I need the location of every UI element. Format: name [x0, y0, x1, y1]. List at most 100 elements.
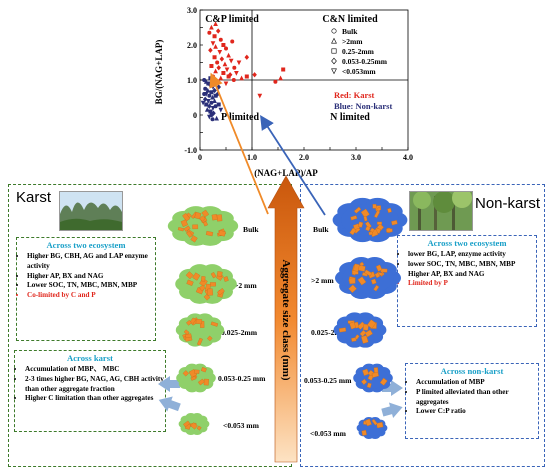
across-nonkarst-title: Across non-karst: [440, 366, 504, 376]
data-point: [207, 93, 212, 98]
data-point: [208, 76, 213, 81]
data-point: [231, 78, 236, 83]
data-point: [204, 107, 210, 112]
data-point: [221, 42, 226, 47]
nonkarst-two-ecosystem-title: Across two ecosystem: [427, 238, 507, 248]
y-tick-label: 0: [193, 111, 197, 120]
karst-panel: Karst Across two ecosystem Higher BG, CB…: [8, 184, 292, 467]
data-point: [209, 24, 214, 30]
data-point: [278, 75, 283, 81]
x-tick-label: 2.0: [299, 153, 309, 162]
legend-label: >2mm: [342, 37, 363, 46]
quadrant-label-top-left: C&P limited: [205, 14, 259, 25]
nonkarst-two-item: Limited by P: [408, 279, 536, 289]
data-point: [205, 99, 211, 104]
data-point: [213, 68, 218, 74]
across-karst-title: Across karst: [67, 353, 113, 363]
karst-two-ecosystem-box: Across two ecosystem Higher BG, CBH, AG …: [16, 237, 156, 341]
data-point: [273, 79, 278, 84]
across-karst-box: Across karst Accumulation of MBP、 MBC 2-…: [14, 350, 166, 432]
legend-symbol: [331, 28, 337, 34]
legend-label: Bulk: [342, 27, 358, 36]
nonkarst-size-025mm: 0.025-2mm: [311, 328, 348, 337]
karst-title: Karst: [16, 189, 52, 206]
data-point: [215, 60, 220, 65]
data-point: [239, 75, 244, 81]
data-point: [230, 39, 235, 44]
quadrant-label-bottom-right: N limited: [330, 112, 370, 123]
data-point: [252, 72, 257, 78]
x-tick-label: 1.0: [247, 153, 257, 162]
data-point: [244, 54, 250, 60]
across-nonkarst-item: Lower C:P ratio: [416, 407, 538, 417]
data-point: [209, 113, 214, 118]
karst-two-item: Higher AP, BX and NAG: [27, 272, 155, 282]
y-tick-label: 2.0: [187, 41, 197, 50]
data-point: [224, 67, 230, 73]
data-point: [212, 34, 217, 39]
data-point: [207, 30, 212, 35]
data-point: [212, 55, 217, 60]
data-point: [204, 102, 209, 107]
across-karst-item: 2-3 times higher BG, NAG, AG, CBH activi…: [25, 375, 165, 395]
data-point: [218, 75, 224, 81]
legend-symbol: [331, 57, 337, 65]
x-axis-label: (NAG+LAP)/AP: [254, 168, 318, 178]
karst-two-item: Lower SOC, TN, MBC, MBN, MBP: [27, 281, 155, 291]
nonkarst-size-0053mm: 0.053-0.25 mm: [304, 376, 352, 385]
data-point: [215, 28, 221, 34]
karst-size-2mm: >2 mm: [234, 281, 257, 290]
x-tick-label: 4.0: [403, 153, 413, 162]
data-point: [217, 50, 223, 55]
data-point: [219, 56, 225, 62]
data-point: [226, 52, 231, 58]
data-point: [216, 102, 221, 107]
data-point: [236, 60, 242, 66]
y-axis-label: BG/(NAG+LAP): [154, 40, 164, 105]
data-point: [222, 61, 228, 67]
karst-size-lt0053mm: <0.053 mm: [223, 421, 259, 430]
karst-two-item: Co-limited by C and P: [27, 291, 155, 301]
data-point: [202, 92, 207, 97]
data-point: [200, 100, 206, 106]
across-nonkarst-box: Across non-karst Accumulation of MBP P l…: [405, 363, 539, 439]
legend-symbol: [331, 48, 337, 54]
data-point: [207, 103, 212, 109]
data-point: [210, 117, 215, 122]
scatter-plot: 0 1.0 2.0 3.0 4.0-1.001.02.03.0 C&P limited …: [154, 6, 413, 178]
data-point: [214, 115, 219, 121]
x-tick-label: 3.0: [351, 153, 361, 162]
data-point: [208, 109, 213, 114]
data-point: [208, 47, 213, 53]
x-tick-label: 0: [198, 153, 202, 162]
nonkarst-title: Non-karst: [475, 195, 541, 212]
nonkarst-two-item: Higher AP, BX and NAG: [408, 270, 536, 280]
karst-size-0053mm: 0.053-0.25 mm: [218, 374, 266, 383]
data-point: [281, 67, 286, 72]
legend-color-label: Red: Karst: [334, 90, 375, 100]
data-point: [257, 93, 263, 99]
data-point: [209, 63, 214, 68]
data-point: [223, 81, 229, 87]
karst-two-ecosystem-title: Across two ecosystem: [46, 240, 126, 250]
karst-size-bulk: Bulk: [243, 225, 259, 234]
across-nonkarst-item: Accumulation of MBP: [416, 378, 538, 388]
legend-label: 0.25-2mm: [342, 47, 375, 56]
data-point: [234, 71, 239, 76]
aggregate-size-label: Aggregate size class (mm): [280, 259, 292, 381]
legend-symbol: [331, 68, 337, 75]
data-point: [218, 37, 223, 42]
data-point: [228, 58, 234, 64]
across-nonkarst-item: P limited alleviated than other aggregat…: [416, 388, 538, 408]
nonkarst-two-ecosystem-box: Across two ecosystem lower BG, LAP, enzy…: [397, 235, 537, 327]
legend-label: <0.053mm: [342, 67, 376, 76]
quadrant-label-bottom-left: P limited: [221, 112, 259, 123]
nonkarst-size-lt0053mm: <0.053 mm: [310, 429, 346, 438]
across-karst-item: Higher C limitation than other aggregate…: [25, 394, 165, 404]
karst-landscape-photo: [59, 191, 123, 231]
karst-size-025mm: 0.025-2mm: [221, 328, 258, 337]
data-point: [213, 44, 218, 49]
across-karst-item: Accumulation of MBP、 MBC: [25, 365, 165, 375]
nonkarst-size-bulk: Bulk: [313, 225, 329, 234]
